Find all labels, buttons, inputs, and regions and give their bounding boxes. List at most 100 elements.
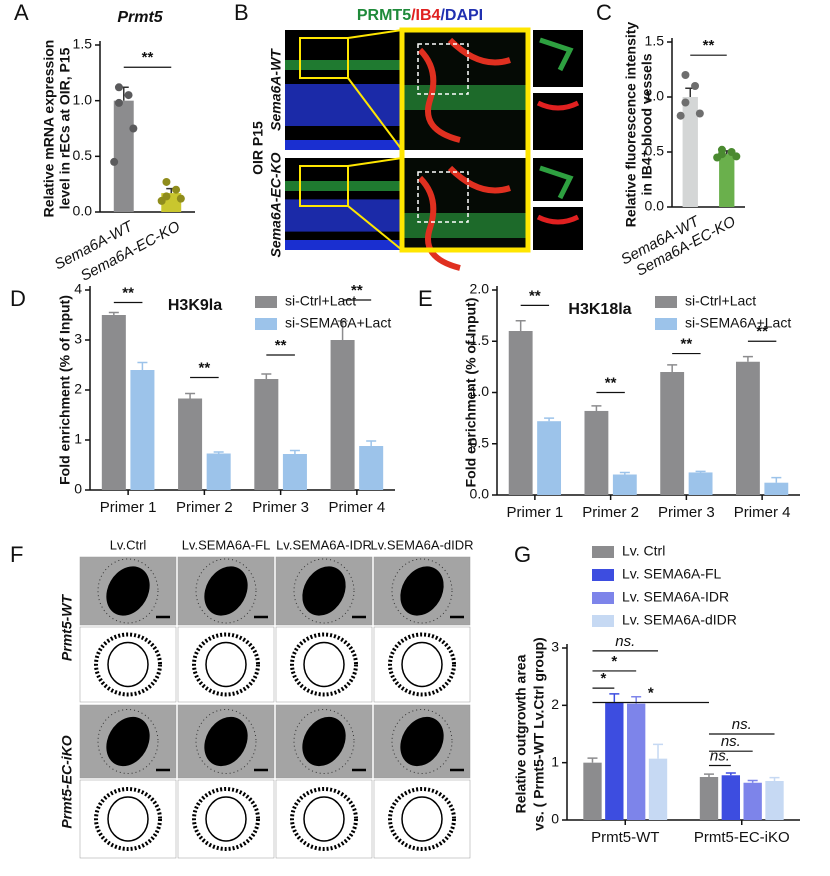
- image-region: [285, 140, 400, 150]
- error-bar: [695, 470, 706, 473]
- y-tick-label: 0: [551, 811, 559, 827]
- error-bar: [742, 355, 753, 362]
- error-bar: [108, 311, 119, 315]
- y-tick-label: 2: [551, 696, 559, 712]
- y-axis-label: in IB4⁺ blood vessels: [639, 53, 655, 195]
- legend-swatch: [592, 569, 614, 581]
- outgrowth: [388, 632, 456, 697]
- x-tick-label: Prmt5-WT: [591, 829, 659, 846]
- legend-label: Lv. Ctrl: [622, 543, 665, 559]
- column-label: Lv.SEMA6A-IDR: [276, 537, 372, 552]
- error-bar: [137, 361, 148, 370]
- significance-label: ns.: [615, 633, 635, 650]
- vessel: [417, 165, 511, 271]
- significance-label: **: [122, 284, 134, 301]
- x-tick-label: Primer 4: [329, 499, 386, 516]
- significance-label: **: [529, 287, 541, 304]
- significance-label: **: [605, 374, 617, 391]
- legend-swatch: [592, 546, 614, 558]
- data-point: [695, 109, 704, 118]
- error-bar: [213, 451, 224, 454]
- data-point: [681, 98, 690, 107]
- y-tick-label: 0.5: [73, 147, 93, 163]
- zoom-line: [347, 29, 403, 39]
- legend-swatch: [255, 296, 277, 308]
- image-region: [285, 181, 400, 191]
- data-point: [681, 71, 690, 79]
- y-tick-label: 0: [74, 481, 82, 497]
- bar: [537, 421, 562, 495]
- y-axis-label: Relative mRNA expression: [41, 40, 57, 218]
- significance-label: **: [703, 37, 715, 54]
- explant-outline: [303, 796, 345, 842]
- bar: [721, 775, 741, 820]
- error-bar: [725, 772, 736, 776]
- significance-label: **: [199, 359, 211, 376]
- legend-swatch: [255, 318, 277, 330]
- error-bar: [587, 757, 598, 763]
- bar: [130, 370, 155, 490]
- y-tick-label: 1: [74, 431, 82, 447]
- explant-outline: [401, 796, 443, 842]
- error-bar: [609, 693, 620, 703]
- explant: [204, 566, 248, 616]
- error-bar: [337, 320, 348, 340]
- error-bar: [747, 779, 758, 783]
- error-bar: [185, 392, 196, 399]
- y-axis-label: Fold enrichment (% of Input): [57, 295, 73, 485]
- legend-swatch: [655, 318, 677, 330]
- panel-b-title: PRMT5/IB4/DAPI: [357, 7, 483, 24]
- explant: [302, 716, 346, 767]
- bar: [359, 446, 384, 490]
- x-tick-label: Primer 3: [658, 504, 715, 521]
- title-part: /IB4: [411, 7, 440, 24]
- bar: [626, 703, 646, 820]
- x-tick-label: Primer 2: [176, 499, 233, 516]
- bar: [688, 472, 713, 495]
- x-tick-label: Prmt5-EC-iKO: [694, 829, 790, 846]
- bar: [605, 702, 624, 820]
- image-region: [285, 199, 400, 232]
- bar: [330, 340, 355, 490]
- significance-label: ns.: [710, 748, 730, 765]
- column-label: Lv.SEMA6A-dIDR: [370, 537, 473, 552]
- error-bar: [619, 471, 630, 475]
- panel-label: D: [10, 286, 26, 311]
- error-bar: [667, 364, 678, 372]
- image-region: [402, 85, 528, 110]
- row-label: Prmt5-EC-iKO: [59, 735, 75, 828]
- panel-label: C: [596, 0, 612, 25]
- bar: [178, 398, 203, 490]
- column-label: Lv.SEMA6A-FL: [182, 537, 271, 552]
- explant: [106, 716, 150, 767]
- zoom-line: [347, 77, 403, 151]
- legend-label: si-SEMA6A+Lact: [685, 315, 791, 331]
- chart-title: H3K9la: [168, 297, 222, 314]
- data-point: [110, 157, 119, 166]
- bar: [113, 100, 134, 212]
- x-tick-label: Primer 1: [507, 504, 564, 521]
- significance-label: *: [600, 670, 606, 687]
- y-tick-label: 0.5: [645, 143, 665, 159]
- panel-label: E: [418, 286, 433, 311]
- yellow-frame: [399, 27, 531, 253]
- y-tick-label: 2: [74, 381, 82, 397]
- y-tick-label: 0.0: [73, 203, 93, 219]
- outgrowth: [388, 787, 456, 851]
- outgrowth: [192, 632, 260, 697]
- row-label: Prmt5-WT: [59, 594, 75, 662]
- title-part: /DAPI: [440, 7, 483, 24]
- panel-label: F: [10, 542, 23, 567]
- y-tick-label: 3: [74, 331, 82, 347]
- bar: [612, 474, 637, 495]
- legend-label: Lv. SEMA6A-IDR: [622, 589, 729, 605]
- legend-label: si-Ctrl+Lact: [285, 293, 356, 309]
- zoom-line: [347, 157, 403, 167]
- bar: [735, 361, 760, 495]
- outgrowth: [94, 632, 162, 697]
- x-tick-label: Primer 4: [734, 504, 791, 521]
- explant-outline: [107, 641, 149, 688]
- inset-box: [417, 43, 469, 95]
- x-tick-label: Primer 2: [582, 504, 639, 521]
